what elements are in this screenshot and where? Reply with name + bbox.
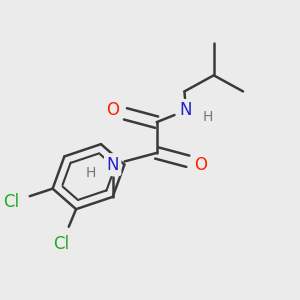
Text: O: O: [194, 156, 207, 174]
Text: Cl: Cl: [53, 235, 70, 253]
Text: H: H: [85, 167, 96, 180]
Text: H: H: [203, 110, 213, 124]
Text: N: N: [106, 156, 119, 174]
Text: O: O: [106, 101, 119, 119]
Text: Cl: Cl: [4, 193, 20, 211]
Text: N: N: [180, 101, 192, 119]
